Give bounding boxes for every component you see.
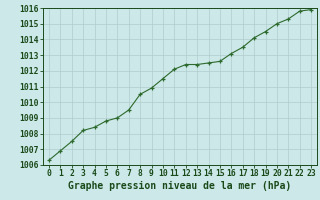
X-axis label: Graphe pression niveau de la mer (hPa): Graphe pression niveau de la mer (hPa) — [68, 181, 292, 191]
